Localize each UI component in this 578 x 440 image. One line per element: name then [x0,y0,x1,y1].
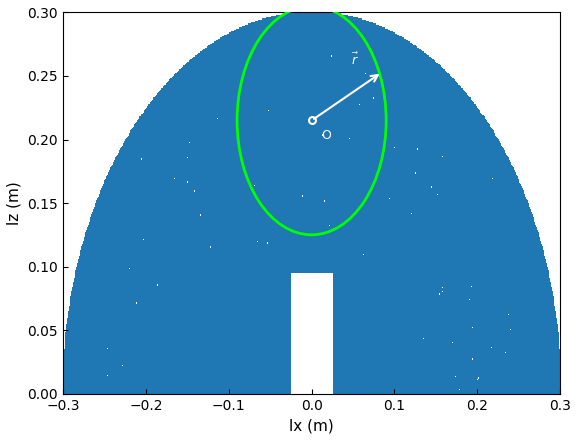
Text: O: O [321,129,331,143]
Y-axis label: lz (m): lz (m) [7,181,22,225]
Text: $\vec{r}$: $\vec{r}$ [351,52,359,68]
X-axis label: lx (m): lx (m) [289,418,334,433]
